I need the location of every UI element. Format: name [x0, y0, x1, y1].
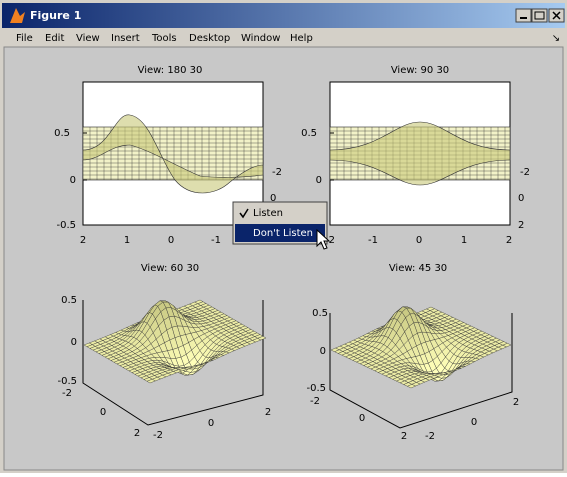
tick-label: 0.5 — [61, 295, 77, 306]
maximize-button[interactable] — [531, 8, 548, 23]
tick-label: 0 — [270, 193, 276, 204]
tick-label: -0.5 — [306, 383, 326, 394]
axes-frame — [82, 300, 264, 426]
window-title: Figure 1 — [30, 9, 81, 22]
cursor — [316, 228, 331, 250]
menu-item[interactable]: View — [76, 33, 100, 44]
tick-label: 1 — [461, 235, 467, 246]
tick-label: 2 — [265, 407, 271, 418]
minimize-button[interactable] — [515, 8, 532, 23]
menu-item[interactable]: Desktop — [189, 33, 230, 44]
menu-item[interactable]: Window — [241, 33, 280, 44]
tick-label: -0.5 — [57, 376, 77, 387]
subplot-title: View: 180 30 — [138, 65, 203, 76]
tick-label: -2 — [153, 430, 163, 441]
tick-label: 0 — [320, 346, 326, 357]
menu-arrow: ↘ — [552, 33, 560, 44]
tick-label: 2 — [134, 428, 140, 439]
tick-label: -1 — [211, 235, 221, 246]
tick-label: 0.5 — [312, 308, 328, 319]
surface-profile — [329, 121, 511, 186]
tick-label: -2 — [425, 431, 435, 442]
tick-label: -2 — [325, 235, 335, 246]
tick-label: 2 — [506, 235, 512, 246]
tick-label: 2 — [513, 397, 519, 408]
menu-item[interactable]: File — [16, 33, 33, 44]
tick-label: -2 — [310, 396, 320, 407]
tick-label: 2 — [80, 235, 86, 246]
tick-label: 0 — [518, 193, 524, 204]
axes-frame — [329, 313, 513, 429]
surface — [329, 121, 511, 186]
menu-highlight — [235, 224, 325, 242]
tick-label: 0 — [416, 235, 422, 246]
subplot-title: View: 45 30 — [389, 263, 447, 274]
subplot-title: View: 90 30 — [391, 65, 449, 76]
menu-item[interactable]: Listen — [253, 208, 283, 219]
surface — [82, 114, 264, 194]
tick-label: 0 — [208, 418, 214, 429]
menu-item[interactable]: Don't Listen — [253, 228, 313, 239]
tick-label: 0.5 — [54, 128, 70, 139]
tick-label: 0.5 — [301, 128, 317, 139]
tick-label: 0 — [359, 413, 365, 424]
tick-label: -2 — [272, 167, 282, 178]
tick-label: 0 — [168, 235, 174, 246]
tick-label: 0 — [316, 175, 322, 186]
tick-label: -0.5 — [56, 220, 76, 231]
tick-label: 0 — [471, 417, 477, 428]
menu-item[interactable]: Help — [290, 33, 313, 44]
mesh-cell — [146, 379, 156, 384]
tick-label: -2 — [62, 388, 72, 399]
context-menu[interactable]: Listen Don't Listen — [232, 201, 328, 245]
menu-item[interactable]: Tools — [151, 33, 177, 44]
menu-item[interactable]: Insert — [111, 33, 140, 44]
tick-label: 0 — [70, 175, 76, 186]
surface — [83, 299, 267, 384]
menu-bar: File Edit View Insert Tools Desktop Window Help… — [16, 33, 560, 44]
plots: View: 180 30 View: 90 30 View: 60 30 View: … — [54, 65, 530, 442]
menu-item[interactable]: Edit — [45, 33, 64, 44]
app-icon — [10, 8, 25, 23]
tick-label: 1 — [124, 235, 130, 246]
surface-profile — [82, 114, 264, 194]
title-bar — [2, 3, 565, 28]
tick-label: 2 — [401, 431, 407, 442]
tick-label: 2 — [518, 220, 524, 231]
check-mark — [239, 208, 249, 219]
surface — [330, 306, 512, 389]
tick-label: 0 — [100, 407, 106, 418]
tick-label: 0 — [71, 337, 77, 348]
subplot-title: View: 60 30 — [141, 263, 199, 274]
tick-label: -2 — [520, 167, 530, 178]
tick-label: -1 — [368, 235, 378, 246]
mesh-cell — [406, 384, 417, 389]
window-buttons[interactable] — [515, 8, 565, 23]
